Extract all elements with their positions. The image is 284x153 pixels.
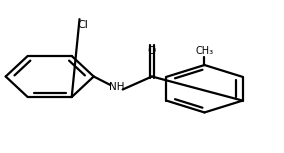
Text: O: O (148, 46, 156, 56)
Text: NH: NH (109, 82, 124, 92)
Text: CH₃: CH₃ (195, 46, 214, 56)
Text: Cl: Cl (77, 20, 88, 30)
